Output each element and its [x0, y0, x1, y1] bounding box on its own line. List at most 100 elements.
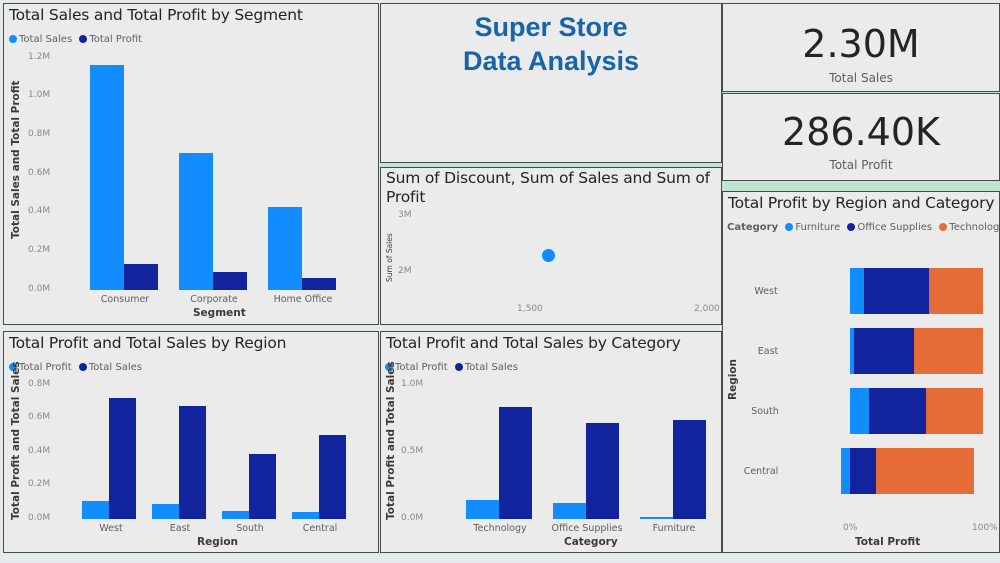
- legend-dot-icon: [939, 222, 948, 231]
- bar-east-office-supplies[interactable]: [854, 328, 914, 374]
- category-chart-title: Total Profit and Total Sales by Category: [386, 334, 681, 352]
- bar-corporate-sales[interactable]: [179, 153, 213, 290]
- legend-item-total-profit[interactable]: Total Profit: [9, 362, 72, 373]
- bar-central-office-supplies[interactable]: [850, 448, 876, 494]
- y-tick: 0.8M: [28, 129, 51, 139]
- y-tick: 3M: [398, 210, 412, 220]
- stacked-chart-title: Total Profit by Region and Category: [728, 194, 995, 212]
- bar-south-sales[interactable]: [249, 454, 276, 519]
- y-category-label: South: [751, 406, 779, 417]
- x-category-label: Corporate: [190, 294, 238, 305]
- bar-consumer-profit[interactable]: [124, 264, 158, 290]
- y-tick: 0.2M: [28, 479, 51, 489]
- scatter-chart-title-line1: Sum of Discount, Sum of Sales and Sum of: [386, 169, 710, 187]
- bar-east-technology[interactable]: [914, 328, 983, 374]
- dashboard-title-line2: Data Analysis: [462, 46, 640, 76]
- bar-corporate-profit[interactable]: [213, 272, 247, 290]
- legend-dot-icon: [785, 222, 794, 231]
- x-tick: 1,500: [517, 304, 543, 314]
- segment-chart-legend: Total Sales Total Profit: [9, 34, 146, 45]
- bar-west-furniture[interactable]: [850, 268, 864, 314]
- bar-furniture-sales[interactable]: [673, 420, 706, 519]
- legend-item-total-profit[interactable]: Total Profit: [79, 34, 142, 45]
- x-category-label: Technology: [473, 523, 527, 534]
- bar-central-profit[interactable]: [292, 512, 319, 519]
- x-category-label: Furniture: [652, 523, 696, 534]
- bar-central-furniture[interactable]: [841, 448, 850, 494]
- legend-dot-icon: [79, 34, 88, 43]
- bar-south-furniture[interactable]: [850, 388, 869, 434]
- y-tick: 0.6M: [28, 168, 51, 178]
- legend-item-total-sales[interactable]: Total Sales: [454, 362, 518, 373]
- panel-glow: [380, 160, 722, 168]
- legend-item-total-sales[interactable]: Total Sales: [78, 362, 142, 373]
- segment-chart-title: Total Sales and Total Profit by Segment: [9, 6, 303, 24]
- bar-west-profit[interactable]: [82, 501, 109, 519]
- category-x-axis-title: Category: [564, 536, 618, 548]
- x-category-label: South: [236, 523, 264, 534]
- bar-furniture-profit[interactable]: [640, 517, 673, 519]
- kpi-card-total-profit[interactable]: 286.40K Total Profit: [722, 93, 1000, 181]
- bar-officesupplies-profit[interactable]: [553, 503, 586, 519]
- stacked-chart-panel[interactable]: Total Profit by Region and Category Cate…: [722, 191, 1000, 553]
- legend-item-technology[interactable]: Technology: [939, 222, 1000, 233]
- scatter-point[interactable]: [542, 249, 555, 262]
- x-category-label: Central: [302, 523, 338, 534]
- bar-officesupplies-sales[interactable]: [586, 423, 619, 519]
- bar-west-sales[interactable]: [109, 398, 136, 519]
- x-category-label: Office Supplies: [551, 523, 623, 534]
- legend-dot-icon: [78, 362, 87, 371]
- scatter-chart-panel[interactable]: Sum of Discount, Sum of Sales and Sum of…: [380, 167, 722, 325]
- y-category-label: East: [757, 346, 779, 357]
- region-x-axis-title: Region: [197, 536, 239, 548]
- bar-central-technology[interactable]: [876, 448, 974, 494]
- bar-south-technology[interactable]: [926, 388, 983, 434]
- legend-item-total-profit[interactable]: Total Profit: [385, 362, 448, 373]
- kpi-card-total-sales[interactable]: 2.30M Total Sales: [722, 3, 1000, 92]
- stacked-y-axis-title: Region: [727, 358, 739, 400]
- y-tick: 0.4M: [28, 446, 51, 456]
- category-chart-panel[interactable]: Total Profit and Total Sales by Category…: [380, 331, 722, 553]
- category-y-axis-title: Total Profit and Total Sales: [385, 361, 397, 520]
- y-tick: 2M: [398, 266, 412, 276]
- legend-item-office-supplies[interactable]: Office Supplies: [847, 222, 932, 233]
- region-chart-panel[interactable]: Total Profit and Total Sales by Region T…: [3, 331, 379, 553]
- bar-homeoffice-sales[interactable]: [268, 207, 302, 290]
- bar-technology-sales[interactable]: [499, 407, 532, 519]
- bar-west-office-supplies[interactable]: [864, 268, 929, 314]
- bar-east-profit[interactable]: [152, 504, 179, 519]
- segment-chart-panel[interactable]: Total Sales and Total Profit by Segment …: [3, 3, 379, 325]
- panel-glow: [720, 178, 1000, 192]
- bar-east-furniture[interactable]: [850, 328, 854, 374]
- bar-south-office-supplies[interactable]: [869, 388, 926, 434]
- y-tick: 1.0M: [401, 379, 424, 389]
- x-category-label: West: [99, 523, 123, 534]
- x-category-label: East: [169, 523, 191, 534]
- legend-dot-icon: [385, 362, 393, 371]
- legend-dot-icon: [9, 34, 17, 43]
- legend-item-furniture[interactable]: Furniture: [785, 222, 840, 233]
- y-tick: 0.4M: [28, 206, 51, 216]
- y-tick: 0.8M: [28, 379, 51, 389]
- y-tick: 0.0M: [28, 284, 51, 294]
- legend-item-total-sales[interactable]: Total Sales: [9, 34, 72, 45]
- legend-title: Category: [727, 222, 779, 233]
- segment-x-axis-title: Segment: [193, 307, 246, 319]
- bar-central-sales[interactable]: [319, 435, 346, 519]
- x-category-label: Consumer: [100, 294, 150, 305]
- legend-dot-icon: [9, 362, 17, 371]
- y-tick: 0.0M: [401, 513, 424, 523]
- bar-south-profit[interactable]: [222, 511, 249, 519]
- y-tick: 0.5M: [401, 446, 424, 456]
- bar-east-sales[interactable]: [179, 406, 206, 519]
- bar-consumer-sales[interactable]: [90, 65, 124, 290]
- region-chart-title: Total Profit and Total Sales by Region: [9, 334, 287, 352]
- bar-west-technology[interactable]: [929, 268, 983, 314]
- kpi-total-profit-label: Total Profit: [829, 158, 893, 172]
- y-tick: 1.0M: [28, 90, 51, 100]
- bar-technology-profit[interactable]: [466, 500, 499, 519]
- bar-homeoffice-profit[interactable]: [302, 278, 336, 290]
- stacked-chart-legend: Category Furniture Office Supplies Techn…: [727, 222, 1000, 233]
- dashboard-title-line1: Super Store: [474, 12, 628, 42]
- kpi-total-profit-value: 286.40K: [782, 110, 940, 154]
